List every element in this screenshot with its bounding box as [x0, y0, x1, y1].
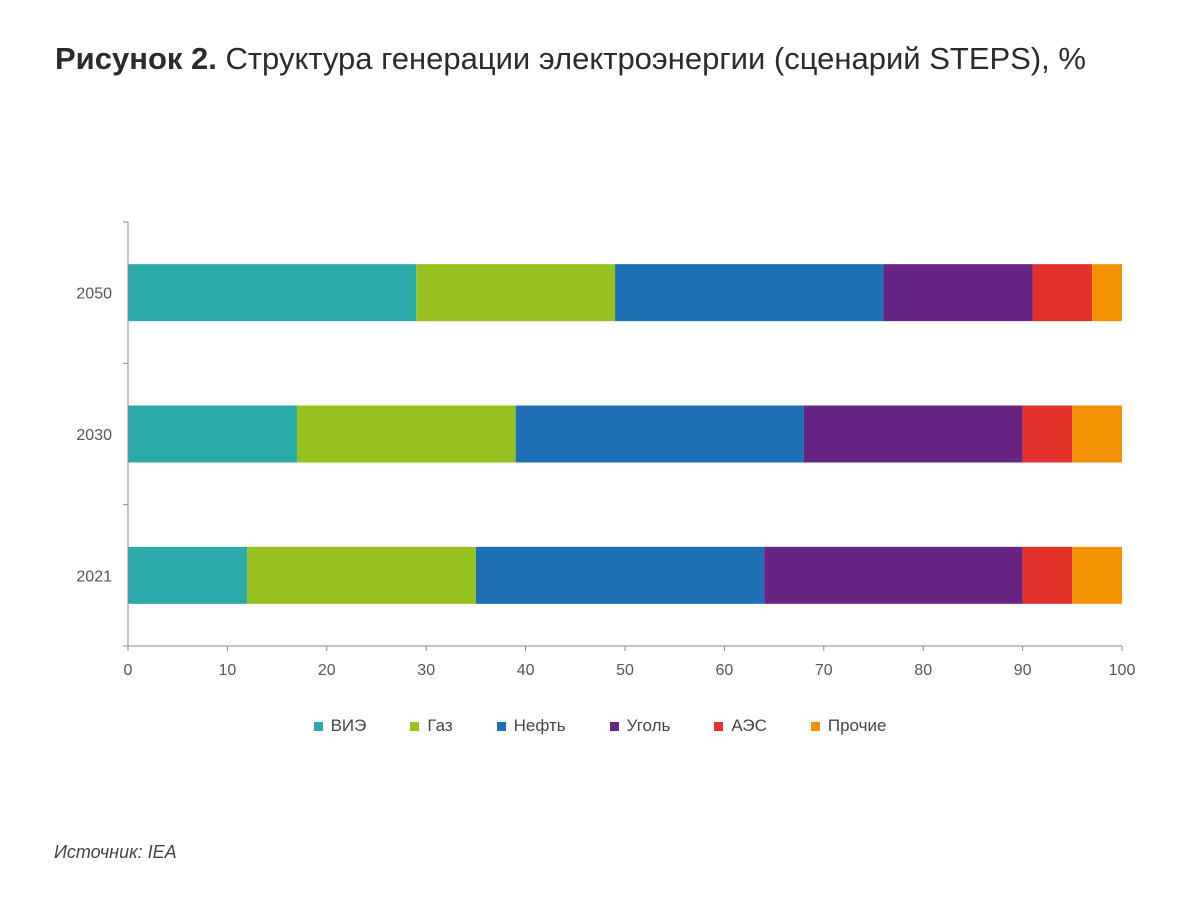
legend-item: Газ: [410, 716, 453, 736]
x-tick-label: 90: [1014, 662, 1032, 679]
bar-segment-2021-4: [1022, 546, 1073, 604]
bar-segment-2050-0: [128, 264, 417, 322]
source-note: Источник: IEA: [54, 842, 177, 862]
legend-label: ВИЭ: [330, 716, 367, 735]
bar-segment-2050-5: [1092, 264, 1122, 322]
bar-segment-2021-3: [764, 546, 1023, 604]
bar-segment-2030-4: [1022, 405, 1073, 463]
legend-label: Газ: [427, 716, 453, 735]
legend-swatch: [313, 721, 323, 731]
bar-segment-2021-1: [247, 546, 476, 604]
chart-legend: ВИЭ Газ Нефть Уголь АЭС Прочие: [0, 716, 1200, 736]
x-tick-label: 30: [417, 662, 435, 679]
bar-segment-2021-0: [128, 546, 248, 604]
x-tick-label: 20: [318, 662, 336, 679]
bar-segment-2050-3: [883, 264, 1033, 322]
legend-label: Прочие: [827, 716, 887, 735]
bar-segment-2050-4: [1032, 264, 1093, 322]
legend-label: АЭС: [731, 716, 767, 735]
figure-number: Рисунок 2.: [55, 41, 217, 76]
bar-segment-2030-5: [1072, 405, 1122, 463]
x-tick-label: 40: [517, 662, 535, 679]
legend-swatch: [609, 721, 619, 731]
x-tick-label: 50: [616, 662, 634, 679]
bar-segment-2030-3: [803, 405, 1023, 463]
x-tick-label: 0: [124, 662, 133, 679]
x-tick-label: 80: [914, 662, 932, 679]
x-tick-label: 10: [219, 662, 237, 679]
legend-label: Уголь: [626, 716, 671, 735]
legend-label: Нефть: [513, 716, 566, 735]
legend-swatch: [810, 721, 820, 731]
legend-item: АЭС: [714, 716, 767, 736]
legend-swatch: [714, 721, 724, 731]
x-tick-label: 60: [716, 662, 734, 679]
x-tick-label: 100: [1109, 662, 1136, 679]
x-tick-label: 70: [815, 662, 833, 679]
legend-swatch: [410, 721, 420, 731]
bar-segment-2030-0: [128, 405, 297, 463]
y-tick-label: 2030: [76, 427, 112, 444]
legend-item: Уголь: [609, 716, 671, 736]
legend-item: Прочие: [810, 716, 887, 736]
bar-segment-2021-2: [475, 546, 765, 604]
y-tick-label: 2021: [76, 568, 112, 585]
bar-segment-2050-2: [615, 264, 884, 322]
bar-segment-2030-1: [296, 405, 516, 463]
bar-segment-2030-2: [515, 405, 804, 463]
title-text: Структура генерации электроэнергии (сцен…: [216, 41, 1086, 76]
legend-swatch: [496, 721, 506, 731]
bar-segment-2021-5: [1072, 546, 1122, 604]
legend-item: Нефть: [496, 716, 566, 736]
bar-segment-2050-1: [416, 264, 616, 322]
legend-item: ВИЭ: [313, 716, 367, 736]
y-tick-label: 2050: [76, 286, 112, 303]
chart-title: Рисунок 2. Структура генерации электроэн…: [55, 40, 1165, 78]
